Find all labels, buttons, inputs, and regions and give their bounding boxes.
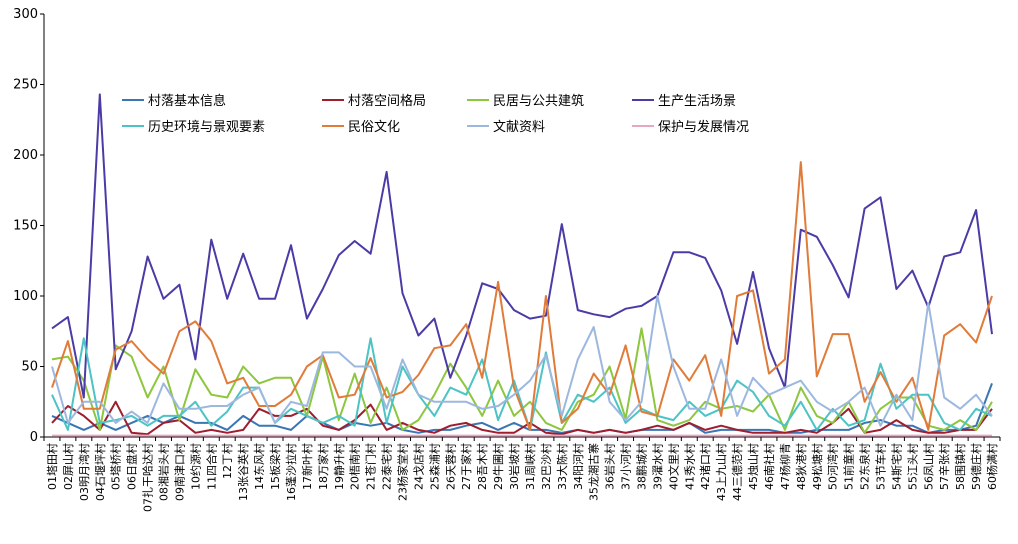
x-category-label: 51前童村	[842, 443, 856, 490]
x-category-label: 26天蓉村	[443, 443, 457, 490]
x-category-label: 28吾木村	[475, 443, 489, 490]
x-category-label: 15板梁村	[268, 443, 282, 490]
x-category-label: 10约源村	[188, 443, 202, 490]
legend-label: 保护与发展情况	[658, 119, 749, 135]
x-category-label: 13张谷英村	[236, 443, 250, 501]
x-category-label: 57辛张村	[937, 443, 951, 490]
x-category-label: 14东风村	[252, 443, 266, 490]
x-category-label: 44三德范村	[730, 443, 744, 501]
series-line-7	[51, 295, 993, 427]
y-tick-label: 150	[13, 219, 38, 234]
x-category-label: 52东泉村	[858, 443, 872, 490]
legend-label: 村落空间格局	[348, 93, 426, 109]
series-line-4	[51, 93, 993, 399]
x-category-label: 06日盘村	[125, 443, 139, 490]
x-category-label: 01塔田村	[45, 443, 59, 490]
legend-label: 民居与公共建筑	[493, 93, 584, 109]
legend-label: 历史环境与景观要素	[148, 120, 265, 135]
x-category-label: 41秀水村	[682, 443, 696, 490]
x-category-label: 36岩头村	[603, 443, 617, 490]
x-category-label: 45烛山村	[746, 443, 760, 490]
x-category-label: 38鹏城村	[635, 443, 649, 490]
x-category-label: 31周峡村	[523, 443, 537, 490]
x-category-label: 48狄港村	[794, 443, 808, 490]
x-category-label: 46南社村	[762, 443, 776, 490]
x-category-label: 32巴沙村	[539, 443, 553, 490]
x-category-label: 50河湾村	[826, 443, 840, 490]
y-tick-label: 200	[13, 148, 38, 163]
x-category-label: 59德庄村	[969, 443, 983, 490]
legend-label: 文献资料	[493, 120, 545, 135]
x-category-label: 27于家村	[459, 443, 473, 490]
y-tick-label: 50	[21, 360, 38, 375]
x-category-label: 35龙潮古寨	[587, 443, 601, 501]
x-category-label: 55江头村	[905, 443, 919, 490]
x-category-label: 33大陈村	[555, 443, 569, 490]
x-category-label: 08湘岩头村	[157, 443, 171, 501]
x-category-label: 49松塘村	[810, 443, 824, 490]
x-category-label: 05塔桥村	[109, 443, 123, 490]
x-category-label: 04石堰坪村	[93, 443, 107, 501]
x-category-label: 58围镇村	[953, 443, 967, 490]
x-category-label: 54斯宅村	[889, 443, 903, 490]
x-category-label: 19静升村	[332, 443, 346, 490]
x-category-label: 23杨家堂村	[396, 443, 410, 501]
y-tick-label: 100	[13, 289, 38, 304]
x-category-label: 21苍门村	[364, 443, 378, 490]
legend-label: 民俗文化	[348, 120, 400, 135]
legend-label: 生产生活场景	[658, 94, 736, 109]
x-category-label: 17新叶村	[300, 443, 314, 490]
x-category-label: 11四合村	[204, 443, 218, 490]
x-category-label: 02屏山村	[61, 443, 75, 490]
x-category-label: 20梧南村	[348, 443, 362, 490]
x-category-label: 16蓬沙拉村	[284, 443, 298, 501]
x-category-label: 43上九山村	[714, 443, 728, 501]
x-category-label: 60杨满村	[985, 443, 999, 490]
x-category-label: 09南津口村	[172, 443, 186, 501]
x-category-label: 53节车村	[874, 443, 888, 490]
y-tick-label: 300	[13, 7, 38, 22]
x-category-label: 34阳河村	[571, 443, 585, 490]
x-category-label: 39濯水村	[650, 443, 664, 490]
series-line-5	[51, 337, 993, 431]
x-category-label: 29牛圃村	[491, 443, 505, 490]
x-category-label: 40文里村	[666, 443, 680, 490]
legend-label: 村落基本信息	[148, 93, 226, 109]
y-tick-label: 0	[30, 430, 38, 445]
x-category-label: 22泰宅村	[380, 443, 394, 490]
x-category-label: 37小河村	[619, 443, 633, 490]
x-category-label: 03明月湾村	[77, 443, 91, 501]
x-category-label: 18万家村	[316, 443, 330, 490]
x-category-label: 25森浦村	[427, 443, 441, 490]
x-category-label: 56凤山村	[921, 443, 935, 490]
x-category-label: 30岩坡村	[507, 443, 521, 490]
x-category-label: 07扎干哈达村	[141, 443, 155, 512]
y-tick-label: 250	[13, 78, 38, 93]
axes: 0 50 100 150 200 250 300 01塔田村 02屏山村 03明月湾村 04石堰坪村…	[13, 7, 1001, 512]
series-line-6	[51, 161, 993, 431]
series-lines	[51, 93, 993, 437]
x-category-label: 47杨柳青	[778, 443, 792, 490]
x-category-label: 24戈店村	[411, 443, 425, 490]
x-category-label: 42诸口村	[698, 443, 712, 490]
x-category-label: 12丁村	[220, 443, 234, 479]
